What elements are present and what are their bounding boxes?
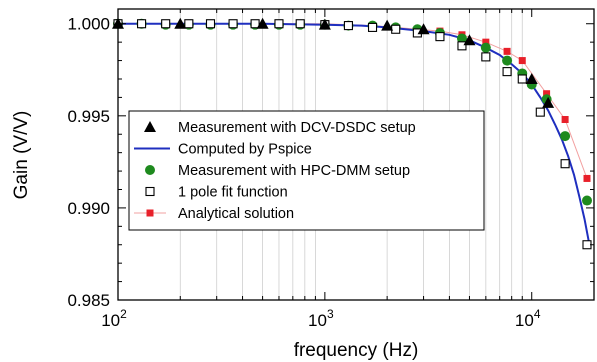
x-tick-label: 102	[101, 307, 127, 330]
legend-label: Computed by Pspice	[178, 142, 312, 158]
data-point	[391, 24, 401, 34]
data-point	[274, 19, 284, 29]
legend-swatch-marker	[144, 121, 156, 132]
x-axis-label: frequency (Hz)	[294, 340, 419, 361]
plot-frame	[117, 8, 595, 301]
legend: Measurement with DCV-DSDC setup Computed …	[128, 110, 485, 231]
data-point	[581, 195, 592, 206]
data-point	[256, 17, 269, 29]
data-point	[543, 90, 551, 98]
y-tick-label: 1.000	[67, 15, 110, 34]
data-point	[184, 19, 194, 29]
data-point	[481, 52, 491, 62]
data-point	[463, 34, 476, 46]
y-tick-label: 0.985	[67, 291, 110, 310]
legend-label: Measurement with HPC-DMM setup	[178, 163, 410, 179]
data-point	[517, 74, 527, 84]
data-point	[583, 174, 591, 182]
data-point	[560, 131, 571, 142]
data-point	[435, 32, 445, 42]
y-tick-labels: 0.985 0.990 0.995 1.000	[67, 15, 110, 310]
data-point	[482, 38, 490, 46]
y-tick-label: 0.995	[67, 107, 110, 126]
data-point	[502, 67, 512, 77]
data-point	[174, 17, 187, 29]
legend-label: Measurement with DCV-DSDC setup	[178, 120, 416, 136]
data-point	[417, 23, 430, 35]
data-point	[250, 19, 260, 29]
data-point	[542, 96, 555, 108]
data-point	[457, 41, 467, 51]
y-axis-label: Gain (V/V)	[11, 111, 32, 200]
data-point	[318, 18, 331, 30]
data-point	[503, 47, 511, 55]
data-point	[137, 19, 147, 29]
data-point	[456, 33, 467, 44]
legend-label: Analytical solution	[178, 206, 294, 222]
legend-swatch-marker	[145, 165, 155, 175]
x-tick-label: 103	[308, 307, 334, 330]
y-tick-label: 0.990	[67, 199, 110, 218]
data-point	[480, 42, 491, 53]
series-layer	[112, 17, 592, 250]
data-point	[561, 116, 569, 124]
legend-label: 1 pole fit function	[178, 185, 288, 201]
x-tick-labels: 102 103 104	[101, 307, 541, 330]
data-point	[161, 19, 171, 29]
data-point	[381, 19, 394, 31]
data-point	[228, 19, 238, 29]
data-point	[502, 55, 513, 66]
axis-ticks	[117, 9, 595, 301]
legend-swatch-marker	[145, 186, 155, 197]
data-point	[582, 240, 592, 250]
data-point	[295, 19, 305, 29]
data-point	[367, 22, 378, 32]
x-tick-label: 104	[515, 307, 541, 330]
data-point	[525, 72, 538, 84]
data-point	[535, 107, 545, 117]
legend-swatch-marker	[146, 209, 154, 217]
data-point	[205, 19, 216, 29]
series-triangle	[112, 17, 555, 108]
data-point	[343, 21, 353, 31]
legend-box	[128, 110, 485, 231]
data-point	[560, 159, 570, 169]
data-point	[518, 57, 526, 65]
